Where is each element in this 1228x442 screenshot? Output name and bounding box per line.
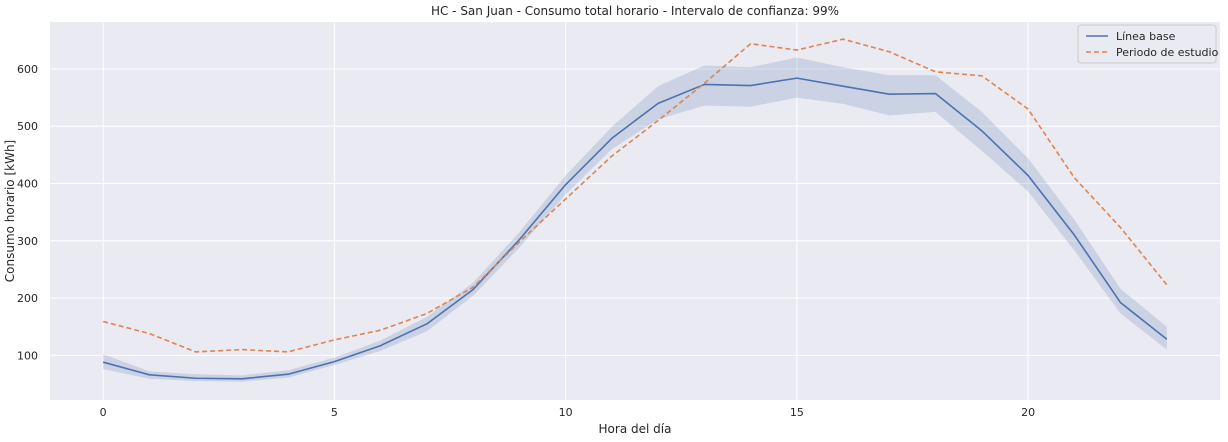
y-axis-label: Consumo horario [kWh] (3, 140, 17, 282)
tick-labels: 0 5 10 15 20 100 200 300 400 500 600 (17, 63, 1035, 419)
x-tick-label: 15 (790, 406, 804, 419)
confidence-bands (103, 57, 1167, 382)
x-tick-label: 10 (559, 406, 573, 419)
confidence-band (103, 57, 1167, 382)
legend-label: Periodo de estudio (1116, 46, 1219, 59)
y-tick-label: 400 (17, 178, 38, 191)
y-tick-label: 300 (17, 235, 38, 248)
chart-title: HC - San Juan - Consumo total horario - … (431, 4, 839, 18)
series-lines (102, 38, 1168, 380)
plot-area (50, 22, 1220, 400)
y-tick-label: 200 (17, 292, 38, 305)
x-tick-label: 0 (100, 406, 107, 419)
legend-label: Línea base (1116, 30, 1176, 43)
legend-box (1077, 24, 1217, 64)
y-tick-label: 600 (17, 63, 38, 76)
x-tick-label: 20 (1021, 406, 1035, 419)
x-axis-label: Hora del día (599, 422, 672, 436)
x-tick-label: 5 (331, 406, 338, 419)
series-line (102, 77, 1168, 380)
grid-lines (50, 22, 1220, 400)
y-tick-label: 100 (17, 349, 38, 362)
legend: Línea base Periodo de estudio (1077, 24, 1219, 64)
y-tick-label: 500 (17, 120, 38, 133)
